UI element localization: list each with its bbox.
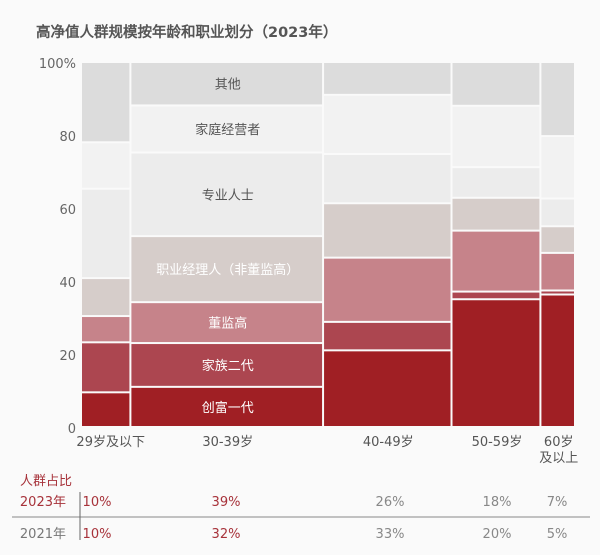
bar-segment [82, 343, 130, 392]
bar-segment [452, 198, 540, 230]
table-cell: 10% [83, 527, 112, 542]
table-cell: 39% [212, 495, 241, 510]
x-tick-label: 50-59岁 [472, 435, 523, 450]
bar-segment [452, 300, 540, 426]
bar-segment [324, 258, 451, 321]
row-year: 2023年 [20, 495, 66, 510]
bar-segment [541, 253, 574, 290]
row-year: 2021年 [20, 527, 66, 542]
segment-label: 专业人士 [202, 188, 254, 203]
bar-segment [452, 231, 540, 291]
table-cell: 20% [483, 527, 512, 542]
bar-segment [541, 199, 574, 226]
segment-label: 其他 [215, 78, 241, 93]
y-tick-label: 60 [59, 203, 76, 218]
bar-segment [324, 204, 451, 257]
bar-segment [82, 143, 130, 188]
segment-label: 家族二代 [202, 358, 254, 374]
bar-segment [452, 168, 540, 197]
bar-segment [131, 153, 323, 236]
bar-segment [131, 387, 323, 426]
y-tick-label: 100% [39, 57, 76, 72]
y-tick-label: 80 [59, 130, 76, 145]
bar-segment [131, 237, 323, 302]
bar-segment [324, 154, 451, 203]
bar-segment [82, 63, 130, 142]
table-header: 人群占比 [20, 474, 72, 489]
x-tick-label: 30-39岁 [202, 435, 253, 450]
bar-segment [131, 63, 323, 105]
table-cell: 5% [547, 527, 568, 542]
table-cell: 10% [83, 495, 112, 510]
bar-segment [131, 344, 323, 386]
bar-segment [541, 63, 574, 136]
table-cell: 32% [212, 527, 241, 542]
bar-segment [541, 137, 574, 198]
bar-segment [324, 322, 451, 350]
bar-segment [131, 106, 323, 152]
chart-title: 高净值人群规模按年龄和职业划分（2023年） [36, 23, 337, 41]
segment-label: 创富一代 [202, 400, 254, 416]
table-cell: 7% [547, 495, 568, 510]
x-tick-label: 60岁及以上 [539, 435, 578, 466]
bar-segment [541, 291, 574, 294]
bar-segment [82, 393, 130, 426]
bar-segment [541, 227, 574, 252]
segment-label: 职业经理人（非董监高） [156, 262, 299, 278]
x-tick-label: 40-49岁 [363, 435, 414, 450]
table-cell: 33% [376, 527, 405, 542]
y-tick-label: 20 [59, 349, 76, 364]
y-tick-label: 40 [59, 276, 76, 291]
bar-segment [82, 279, 130, 316]
y-tick-label: 0 [68, 422, 76, 437]
bar-segment [452, 106, 540, 167]
bar-segment [541, 295, 574, 426]
bar-segment [324, 351, 451, 426]
bar-segment [324, 63, 451, 94]
bar-segment [452, 63, 540, 105]
segment-label: 董监高 [208, 316, 247, 332]
bar-segment [324, 95, 451, 153]
table-cell: 18% [483, 495, 512, 510]
bar-segment [452, 292, 540, 299]
segment-label: 家庭经营者 [195, 122, 260, 138]
x-tick-label: 29岁及以下 [76, 435, 145, 450]
bar-segment [131, 303, 323, 343]
bar-segment [82, 189, 130, 278]
table-cell: 26% [376, 495, 405, 510]
bar-segment [82, 317, 130, 342]
